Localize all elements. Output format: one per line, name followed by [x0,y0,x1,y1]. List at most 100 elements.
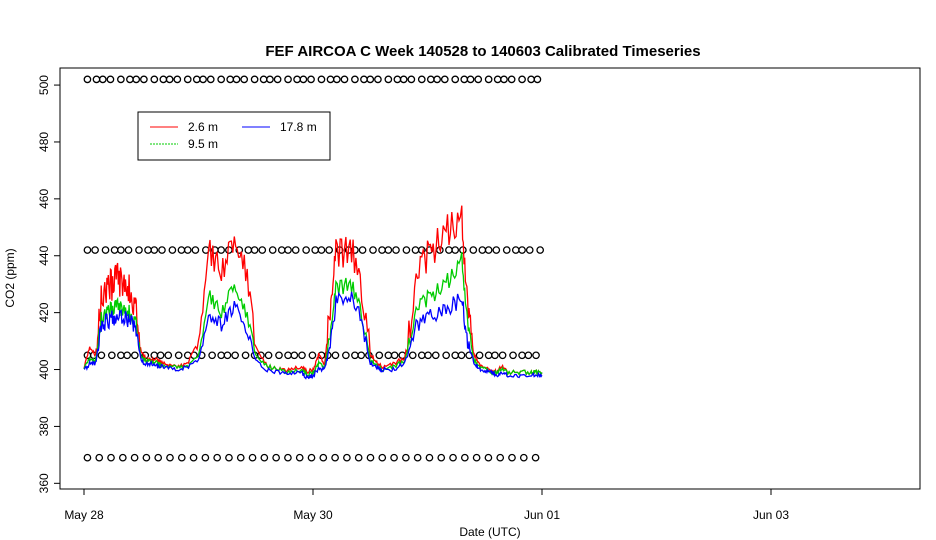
marker-mid [231,351,239,360]
marker-high [258,246,267,254]
marker-high [451,246,460,254]
y-tick-label-420: 420 [37,302,51,322]
marker-mid [223,351,232,360]
marker-high [511,246,520,254]
marker-high [135,246,143,254]
marker-high [235,246,244,254]
marker-mid [408,351,417,360]
marker-mid [331,351,340,360]
marker-low [225,453,233,462]
legend-frame [137,111,331,161]
marker-low [354,453,363,462]
marker-high [268,246,277,254]
marker-high [284,246,292,254]
marker-mid [241,351,250,360]
x-axis-label: Date (UTC) [459,525,520,539]
marker-high [518,246,526,254]
marker-upper [173,75,182,84]
marker-high [158,246,166,254]
marker-low [295,453,304,462]
marker-high [291,246,300,254]
marker-high [83,246,92,254]
marker-low [531,453,540,462]
marker-low [402,453,410,462]
y-tick-label-360: 360 [37,473,51,493]
x-tick-label-3: Jun 03 [753,508,789,522]
marker-mid [298,351,306,360]
marker-mid [424,351,432,360]
series-layer [83,205,543,380]
marker-upper [466,75,475,84]
marker-mid [375,351,384,360]
marker-upper [407,75,416,84]
marker-low [118,453,127,462]
marker-mid [457,351,466,360]
marker-low [366,453,375,462]
marker-mid [164,351,173,360]
marker-high [277,246,286,254]
marker-low [83,453,92,462]
marker-mid [384,351,393,360]
marker-low [272,453,280,462]
marker-upper [98,75,107,84]
marker-mid [475,351,484,360]
marker-low [142,453,151,462]
marker-high [402,246,411,254]
marker-low [378,453,387,462]
marker-low [284,453,292,462]
marker-high [191,246,200,254]
marker-upper [132,75,141,84]
legend: 2.6 m 17.8 m 9.5 m [137,111,331,161]
chart-title: FEF AIRCOA C Week 140528 to 140603 Calib… [265,43,700,60]
marker-low [460,453,469,462]
marker-upper [199,75,207,84]
marker-upper [240,75,249,84]
marker-high [217,246,226,254]
marker-mid [357,351,366,360]
marker-low [307,453,316,462]
legend-label-17-8m: 17.8 m [280,120,317,134]
marker-high [436,246,444,254]
marker-mid [417,351,426,360]
marker-high [117,246,125,254]
marker-mid [484,351,493,360]
marker-high [110,246,119,254]
marker-mid [308,351,317,360]
marker-upper [299,75,308,84]
marker-high [351,246,359,254]
marker-mid [451,351,460,360]
marker-upper [332,75,341,84]
x-tick-label-1: May 30 [293,508,333,522]
marker-mid [107,351,116,360]
marker-upper [106,75,115,84]
marker-mid [290,351,299,360]
marker-mid [264,351,273,360]
marker-mid [390,351,399,360]
marker-upper [317,75,326,84]
marker-upper [232,75,241,84]
marker-upper [159,75,168,84]
series-2-6-m [83,205,543,377]
marker-high [502,246,511,254]
marker-upper [340,75,349,84]
marker-high [525,246,534,254]
marker-upper [150,75,159,84]
x-tick-label-2: Jun 01 [524,508,560,522]
marker-upper [183,75,192,84]
x-tick-label-0: May 28 [64,508,104,522]
marker-high [492,246,501,254]
marker-upper [433,75,441,84]
marker-mid [351,351,359,360]
marker-low [189,453,198,462]
marker-upper [83,75,92,84]
y-tick-label-480: 480 [37,132,51,152]
y-axis-label: CO2 (ppm) [3,248,17,307]
marker-low [437,453,446,462]
marker-high [384,246,393,254]
marker-high [478,246,487,254]
marker-mid [123,351,132,360]
marker-mid [509,351,517,360]
x-axis: May 28 May 30 Jun 01 Jun 03 [64,489,789,522]
marker-mid [442,351,451,360]
marker-high [144,246,152,254]
